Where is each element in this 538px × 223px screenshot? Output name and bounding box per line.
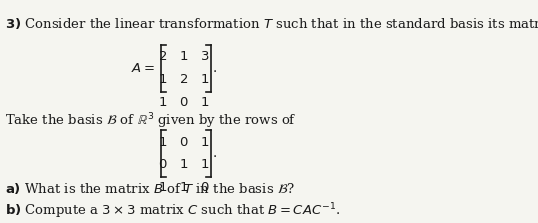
Text: $0\quad1\quad1$: $0\quad1\quad1$ bbox=[158, 159, 210, 171]
Text: $1\quad0\quad1$: $1\quad0\quad1$ bbox=[158, 97, 210, 109]
Text: $\mathbf{a)}$ What is the matrix $B$ of $T$ in the basis $\mathcal{B}$?: $\mathbf{a)}$ What is the matrix $B$ of … bbox=[5, 181, 295, 196]
Text: $2\quad1\quad3$: $2\quad1\quad3$ bbox=[158, 50, 210, 63]
Text: $A = $: $A = $ bbox=[131, 62, 155, 75]
Text: $1\quad2\quad1$: $1\quad2\quad1$ bbox=[158, 73, 210, 86]
Text: .: . bbox=[213, 62, 217, 75]
Text: $\mathbf{3)}$ Consider the linear transformation $T$ such that in the standard b: $\mathbf{3)}$ Consider the linear transf… bbox=[5, 16, 538, 31]
Text: $1\quad1\quad0$: $1\quad1\quad0$ bbox=[158, 181, 210, 194]
Text: .: . bbox=[213, 147, 217, 160]
Text: $\mathbf{b)}$ Compute a $3 \times 3$ matrix $C$ such that $B = CAC^{-1}$.: $\mathbf{b)}$ Compute a $3 \times 3$ mat… bbox=[5, 202, 341, 221]
Text: $1\quad0\quad1$: $1\quad0\quad1$ bbox=[158, 136, 210, 149]
Text: Take the basis $\mathcal{B}$ of $\mathbb{R}^3$ given by the rows of: Take the basis $\mathcal{B}$ of $\mathbb… bbox=[5, 111, 297, 131]
